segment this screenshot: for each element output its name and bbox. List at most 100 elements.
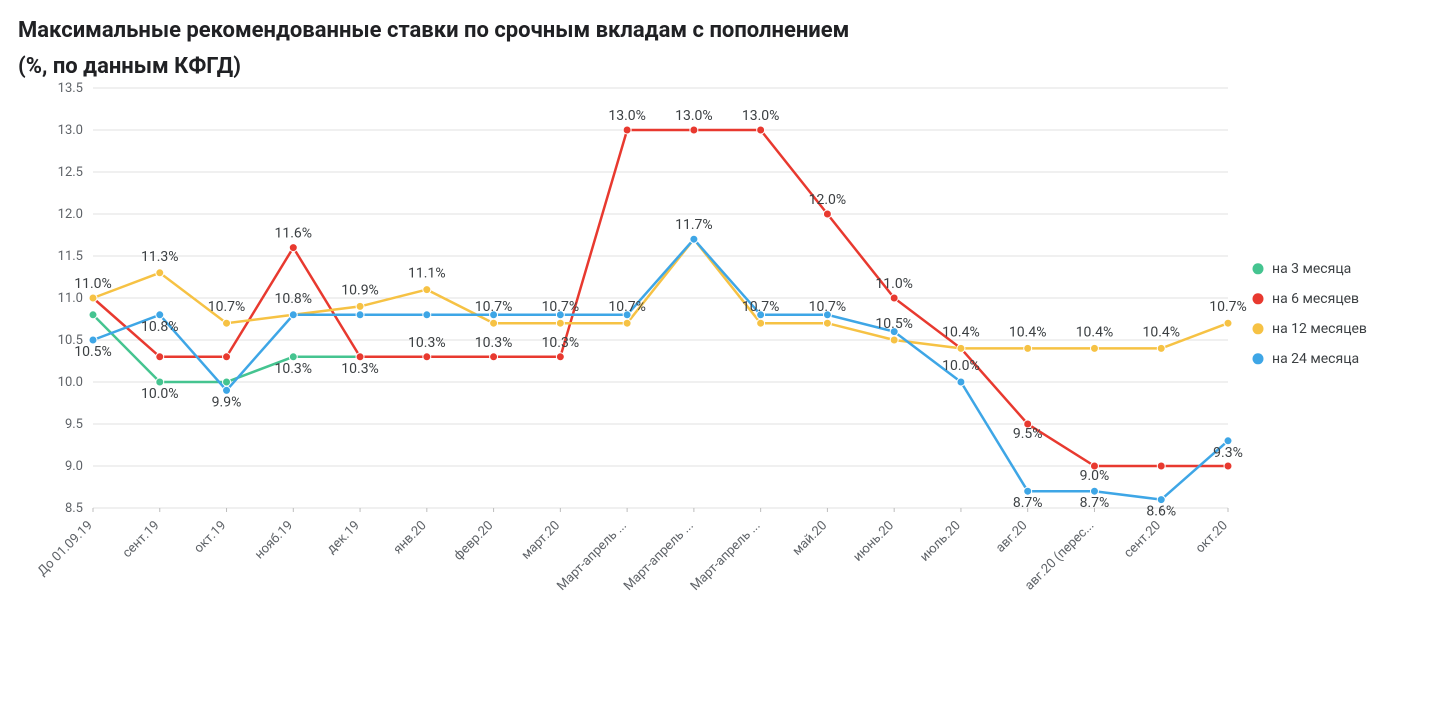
y-tick-label: 9.0 xyxy=(65,459,83,474)
data-label: 9.0% xyxy=(1080,468,1110,484)
data-point xyxy=(1157,496,1165,504)
data-label: 8.7% xyxy=(1080,495,1110,511)
data-point xyxy=(156,378,164,386)
data-label: 10.3% xyxy=(542,335,580,351)
x-tick-label: Март-апрель ... xyxy=(554,518,630,594)
x-tick-label: Март-апрель ... xyxy=(688,518,764,594)
data-label: 10.8% xyxy=(275,291,313,307)
x-tick-label: Март-апрель ... xyxy=(621,518,697,594)
chart-container: Максимальные рекомендованные ставки по с… xyxy=(0,0,1436,706)
data-point xyxy=(556,319,564,327)
data-label: 10.7% xyxy=(475,299,513,315)
y-tick-label: 10.0 xyxy=(58,375,83,390)
x-tick-label: нояб.19 xyxy=(252,518,296,562)
legend-label: на 12 месяцев xyxy=(1272,321,1367,337)
data-label: 9.5% xyxy=(1013,426,1043,442)
data-label: 10.3% xyxy=(475,335,513,351)
y-tick-label: 13.0 xyxy=(58,123,83,138)
legend-label: на 6 месяцев xyxy=(1272,291,1359,307)
data-label: 8.7% xyxy=(1013,495,1043,511)
data-point xyxy=(289,353,297,361)
data-label: 10.3% xyxy=(408,335,446,351)
data-label: 8.6% xyxy=(1146,504,1176,520)
y-tick-label: 13.5 xyxy=(58,81,83,96)
data-label: 11.6% xyxy=(275,226,313,242)
data-label: 13.0% xyxy=(675,108,713,124)
data-point xyxy=(957,344,965,352)
data-point xyxy=(89,336,97,344)
data-label: 10.3% xyxy=(275,361,313,377)
data-label: 11.0% xyxy=(875,276,913,292)
y-tick-label: 12.0 xyxy=(58,207,83,222)
data-label: 9.3% xyxy=(1213,445,1243,461)
data-label: 10.9% xyxy=(341,282,379,298)
data-label: 11.7% xyxy=(675,217,713,233)
data-point xyxy=(1224,437,1232,445)
data-label: 11.3% xyxy=(141,249,179,265)
data-label: 10.0% xyxy=(942,358,980,374)
data-point xyxy=(690,126,698,134)
x-tick-label: авг.20 (перес... xyxy=(1022,518,1097,593)
data-point xyxy=(356,311,364,319)
data-point xyxy=(690,235,698,243)
legend-swatch xyxy=(1253,323,1264,334)
data-point xyxy=(1024,487,1032,495)
x-tick-label: окт.20 xyxy=(1193,518,1231,556)
x-tick-label: авг.20 xyxy=(993,518,1030,555)
data-point xyxy=(223,378,231,386)
data-point xyxy=(623,126,631,134)
legend-label: на 24 месяца xyxy=(1272,351,1359,367)
data-point xyxy=(1090,344,1098,352)
data-point xyxy=(423,286,431,294)
data-label: 11.0% xyxy=(74,276,112,292)
y-tick-label: 9.5 xyxy=(65,417,83,432)
data-label: 10.7% xyxy=(742,299,780,315)
chart-title-1: Максимальные рекомендованные ставки по с… xyxy=(18,16,1418,46)
data-point xyxy=(156,269,164,277)
data-label: 10.7% xyxy=(208,299,246,315)
data-label: 13.0% xyxy=(608,108,646,124)
data-point xyxy=(823,210,831,218)
chart-plot-area: 8.59.09.510.010.511.011.512.012.513.013.… xyxy=(18,78,1418,688)
x-tick-label: июнь.20 xyxy=(851,518,897,564)
data-point xyxy=(89,311,97,319)
data-label: 10.4% xyxy=(1009,324,1047,340)
data-point xyxy=(823,319,831,327)
data-label: 10.4% xyxy=(1076,324,1114,340)
x-tick-label: февр.20 xyxy=(451,518,496,563)
x-tick-label: янв.20 xyxy=(391,518,430,557)
data-point xyxy=(356,302,364,310)
data-label: 9.9% xyxy=(212,394,242,410)
data-point xyxy=(1157,344,1165,352)
data-label: 13.0% xyxy=(742,108,780,124)
x-tick-label: июль.20 xyxy=(917,518,963,564)
data-point xyxy=(423,353,431,361)
data-label: 10.7% xyxy=(608,299,646,315)
data-point xyxy=(156,311,164,319)
x-tick-label: До 01.09.19 xyxy=(35,518,96,579)
data-point xyxy=(490,319,498,327)
data-point xyxy=(890,294,898,302)
data-label: 10.4% xyxy=(1142,324,1180,340)
data-label: 10.0% xyxy=(141,386,179,402)
data-point xyxy=(423,311,431,319)
data-point xyxy=(757,319,765,327)
x-tick-label: сент.19 xyxy=(120,518,163,561)
data-point xyxy=(289,244,297,252)
data-point xyxy=(957,378,965,386)
data-point xyxy=(490,353,498,361)
legend-swatch xyxy=(1253,353,1264,364)
data-point xyxy=(223,353,231,361)
data-label: 10.5% xyxy=(74,344,112,360)
y-tick-label: 11.5 xyxy=(58,249,83,264)
data-point xyxy=(156,353,164,361)
data-point xyxy=(356,353,364,361)
x-tick-label: дек.19 xyxy=(324,518,363,557)
legend-label: на 3 месяца xyxy=(1272,261,1351,277)
legend-swatch xyxy=(1253,263,1264,274)
data-label: 12.0% xyxy=(809,192,847,208)
data-point xyxy=(623,319,631,327)
x-tick-label: май.20 xyxy=(790,518,830,558)
data-point xyxy=(223,386,231,394)
data-label: 10.8% xyxy=(141,319,179,335)
